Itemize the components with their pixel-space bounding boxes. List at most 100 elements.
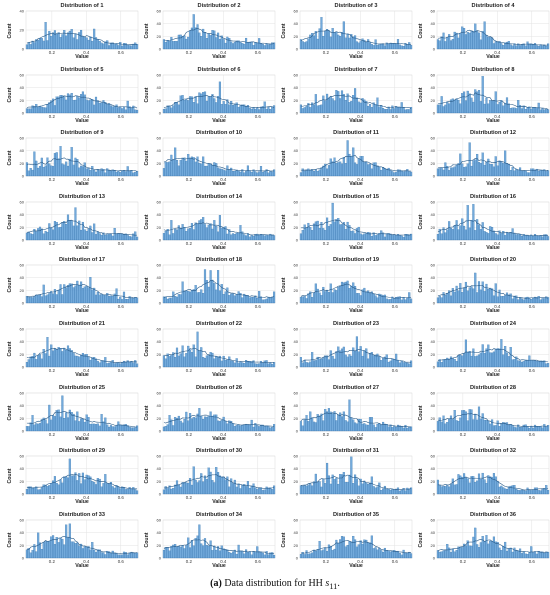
histogram-bar — [440, 421, 443, 431]
histogram-bar — [40, 548, 43, 558]
x-tick-label: 0.2 — [186, 495, 193, 500]
histogram-bar — [389, 170, 392, 177]
histogram-bar — [267, 425, 270, 431]
histogram-bar — [37, 489, 40, 495]
histogram-bar — [185, 290, 188, 304]
histogram-bar — [496, 41, 499, 50]
histogram-bar — [113, 363, 116, 368]
histogram-bar — [233, 295, 236, 304]
histogram-bar — [455, 220, 458, 240]
histogram-bar — [537, 171, 540, 177]
histogram-bar — [485, 483, 488, 495]
histogram-bar — [220, 476, 223, 495]
histogram-bar — [252, 106, 255, 113]
kde-curve — [437, 158, 549, 172]
histogram-bar — [374, 235, 377, 240]
histogram-bar — [63, 164, 66, 177]
histogram-bar — [113, 105, 116, 113]
histogram-bar — [209, 223, 212, 240]
histogram-bar — [27, 425, 30, 431]
histogram-bar — [464, 477, 467, 495]
histogram-bar — [326, 217, 329, 240]
histogram-bar — [361, 423, 364, 431]
histogram-bar — [344, 163, 347, 177]
histogram-bar — [374, 103, 377, 113]
histogram-bar — [324, 408, 327, 431]
histogram-bar — [491, 419, 494, 431]
histogram-bar — [222, 100, 225, 113]
caption-text: Data distribution for HH — [224, 578, 323, 589]
histogram-bar — [547, 551, 550, 558]
histogram-bar — [108, 233, 111, 240]
histogram-bar — [500, 296, 503, 304]
histogram-bar — [520, 170, 523, 177]
histogram-bar — [461, 355, 464, 368]
histogram-bar — [532, 360, 535, 368]
histogram-bar — [505, 293, 509, 304]
histogram-bar — [398, 552, 401, 558]
histogram-bar — [48, 293, 51, 304]
histogram-bar — [126, 166, 129, 177]
y-tick-label: 20 — [20, 479, 25, 484]
histogram-bar — [494, 476, 497, 495]
histogram-bar — [81, 166, 84, 177]
histogram-panel: Distribution of 28 0.2 0.4 0.6 0 20 40 60 Value C… — [415, 384, 550, 447]
histogram-bar — [271, 489, 274, 495]
y-tick-label: 0 — [22, 237, 25, 242]
histogram-bar — [119, 554, 122, 558]
histogram-bar — [258, 488, 261, 495]
histogram-bar — [329, 284, 332, 304]
x-tick-label: 0.4 — [357, 241, 364, 246]
y-tick-label: 0 — [433, 428, 436, 433]
histogram-bar — [256, 298, 259, 304]
histogram-bar — [517, 299, 520, 304]
histogram-bar — [532, 427, 535, 431]
histogram-bar — [477, 162, 481, 177]
histogram-bar — [228, 486, 231, 495]
histogram-bar — [89, 225, 92, 240]
histogram-bar — [119, 488, 122, 495]
histogram-bar — [259, 297, 263, 304]
histogram-bar — [38, 489, 42, 495]
histogram-bar — [66, 537, 70, 558]
histogram-bar — [479, 352, 482, 368]
histogram-bar — [436, 168, 439, 177]
histogram-bar — [340, 416, 344, 431]
histogram-bar — [524, 171, 527, 177]
histogram-bar — [396, 487, 400, 495]
histogram-bar — [515, 169, 518, 177]
histogram-bar — [520, 490, 523, 495]
histogram-bar — [231, 171, 235, 177]
caption-symbol: s — [325, 578, 330, 589]
kde-curve — [437, 412, 549, 427]
histogram-panel: Distribution of 30 0.2 0.4 0.6 0 20 40 60 Value C… — [141, 447, 278, 510]
y-tick-label: 60 — [20, 454, 25, 459]
kde-curve — [437, 348, 549, 363]
histogram-bar — [256, 363, 259, 368]
histogram-bar — [187, 345, 190, 368]
histogram-bar — [404, 552, 407, 558]
histogram-bar — [410, 553, 413, 558]
histogram-bar — [179, 160, 182, 177]
histogram-bar — [96, 423, 99, 431]
histogram-bar — [250, 554, 253, 558]
y-tick-label: 20 — [294, 34, 299, 39]
histogram-bar — [376, 165, 379, 177]
histogram-bar — [74, 355, 77, 368]
histogram-bar — [220, 284, 223, 304]
histogram-bar — [382, 421, 385, 431]
histogram-bar — [259, 551, 263, 558]
histogram-bar — [355, 41, 358, 50]
histogram-bar — [322, 549, 325, 558]
histogram-bar — [273, 235, 276, 240]
histogram-bar — [524, 108, 527, 113]
histogram-bar — [209, 411, 212, 431]
histogram-bar — [505, 163, 509, 177]
y-tick-label: 0 — [22, 47, 25, 52]
histogram-bar — [164, 297, 167, 304]
histogram-bar — [363, 161, 366, 177]
histogram-bar — [474, 413, 477, 431]
histogram-bar — [489, 99, 492, 113]
x-axis-label: Value — [75, 308, 89, 315]
